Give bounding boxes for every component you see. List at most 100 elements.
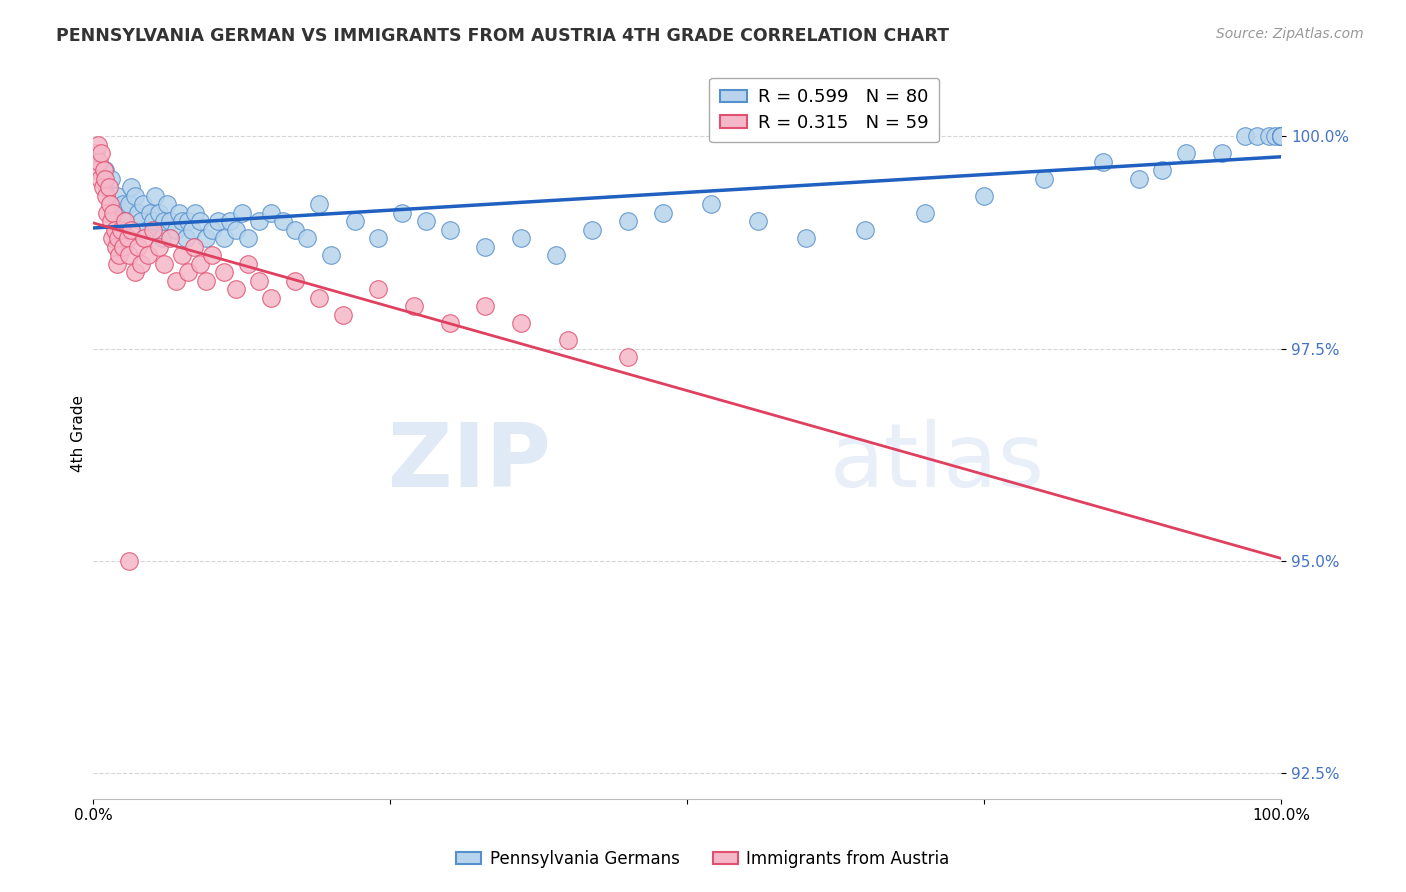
Point: [1270, 129, 1292, 144]
Point: [1270, 129, 1292, 144]
Point: [332, 308, 354, 322]
Point: [159, 214, 181, 228]
Point: [135, 223, 157, 237]
Point: [260, 206, 283, 220]
Point: [295, 231, 318, 245]
Point: [212, 265, 235, 279]
Point: [142, 223, 165, 237]
Point: [1270, 129, 1292, 144]
Y-axis label: 4th Grade: 4th Grade: [72, 395, 86, 472]
Point: [118, 248, 141, 262]
Point: [159, 231, 181, 245]
Point: [367, 282, 389, 296]
Point: [1246, 129, 1268, 144]
Point: [853, 223, 876, 237]
Point: [127, 206, 149, 220]
Point: [100, 172, 122, 186]
Point: [1270, 129, 1292, 144]
Point: [1270, 129, 1292, 144]
Point: [231, 206, 253, 220]
Point: [153, 214, 176, 228]
Point: [343, 214, 366, 228]
Point: [101, 231, 124, 245]
Point: [195, 231, 218, 245]
Point: [236, 231, 259, 245]
Point: [142, 214, 165, 228]
Point: [110, 206, 132, 220]
Point: [111, 240, 134, 254]
Point: [218, 214, 240, 228]
Point: [616, 214, 638, 228]
Point: [84, 146, 107, 161]
Point: [271, 214, 294, 228]
Point: [89, 172, 111, 186]
Point: [98, 197, 121, 211]
Point: [1128, 172, 1150, 186]
Point: [174, 231, 197, 245]
Point: [105, 257, 128, 271]
Point: [188, 257, 211, 271]
Point: [100, 214, 122, 228]
Point: [105, 189, 128, 203]
Point: [143, 189, 166, 203]
Point: [1258, 129, 1281, 144]
Point: [391, 206, 413, 220]
Point: [1270, 129, 1292, 144]
Point: [1264, 129, 1286, 144]
Point: [225, 223, 247, 237]
Point: [1175, 146, 1198, 161]
Point: [153, 257, 176, 271]
Point: [136, 248, 159, 262]
Point: [104, 240, 127, 254]
Point: [114, 214, 136, 228]
Point: [195, 274, 218, 288]
Point: [96, 189, 118, 203]
Point: [165, 274, 187, 288]
Point: [139, 206, 162, 220]
Point: [249, 274, 271, 288]
Text: atlas: atlas: [830, 419, 1045, 507]
Point: [167, 206, 190, 220]
Text: PENNSYLVANIA GERMAN VS IMMIGRANTS FROM AUSTRIA 4TH GRADE CORRELATION CHART: PENNSYLVANIA GERMAN VS IMMIGRANTS FROM A…: [56, 27, 949, 45]
Point: [127, 240, 149, 254]
Point: [120, 180, 142, 194]
Point: [103, 206, 125, 220]
Point: [117, 231, 139, 245]
Point: [616, 350, 638, 364]
Point: [148, 206, 170, 220]
Point: [1032, 172, 1054, 186]
Point: [260, 291, 283, 305]
Point: [118, 554, 141, 568]
Point: [212, 231, 235, 245]
Point: [165, 223, 187, 237]
Point: [188, 214, 211, 228]
Point: [86, 163, 108, 178]
Point: [94, 163, 117, 178]
Point: [91, 180, 114, 194]
Point: [236, 257, 259, 271]
Point: [134, 231, 156, 245]
Point: [172, 248, 194, 262]
Point: [201, 223, 224, 237]
Point: [509, 316, 531, 330]
Point: [124, 265, 146, 279]
Point: [415, 214, 437, 228]
Point: [747, 214, 769, 228]
Point: [184, 206, 207, 220]
Point: [1234, 129, 1257, 144]
Point: [367, 231, 389, 245]
Point: [546, 248, 568, 262]
Point: [1211, 146, 1233, 161]
Point: [110, 223, 132, 237]
Point: [118, 197, 141, 211]
Point: [94, 172, 117, 186]
Point: [284, 274, 307, 288]
Point: [103, 223, 125, 237]
Point: [1270, 129, 1292, 144]
Point: [1152, 163, 1174, 178]
Point: [439, 223, 461, 237]
Text: ZIP: ZIP: [388, 419, 551, 507]
Point: [249, 214, 271, 228]
Point: [93, 163, 115, 178]
Point: [96, 206, 118, 220]
